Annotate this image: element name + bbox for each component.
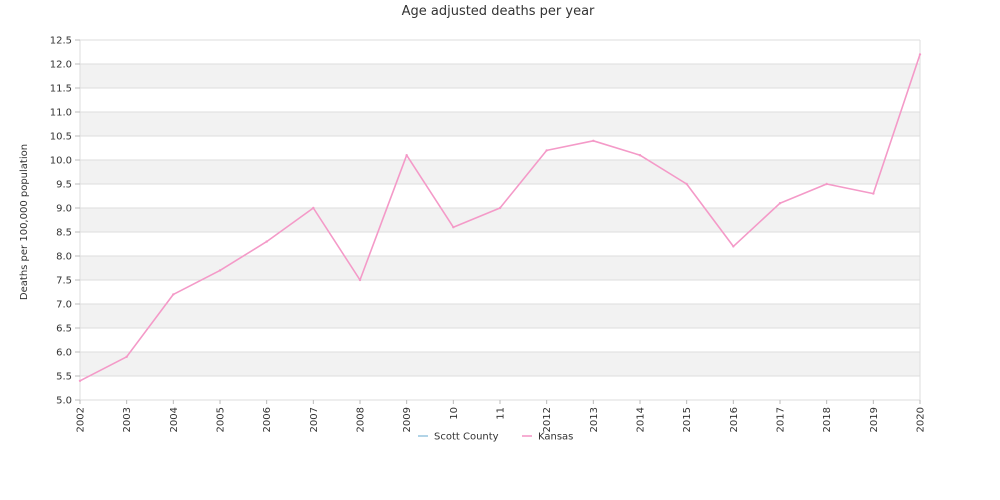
x-tick-label: 2018: [822, 407, 833, 432]
data-point: [825, 182, 828, 186]
x-tick-label: 2015: [682, 407, 693, 432]
y-tick-label: 11.0: [50, 108, 72, 119]
grid-band: [80, 328, 920, 352]
y-tick-label: 7.0: [56, 300, 72, 311]
x-tick-label: 2002: [76, 407, 87, 432]
y-tick-label: 6.5: [56, 324, 72, 335]
x-tick-label: 11: [496, 407, 507, 420]
y-tick-label: 5.0: [56, 396, 72, 407]
data-point: [312, 206, 315, 210]
data-point: [732, 245, 735, 248]
grid-band: [80, 64, 920, 88]
x-tick-label: 2006: [262, 407, 273, 432]
data-point: [78, 379, 82, 382]
legend-label: Kansas: [538, 432, 573, 443]
data-point: [125, 355, 128, 358]
data-point: [592, 139, 595, 142]
data-point: [358, 278, 362, 282]
x-tick-label: 2003: [122, 407, 133, 432]
grid-band: [80, 376, 920, 400]
y-tick-label: 10.0: [50, 156, 72, 167]
x-tick-label: 2013: [589, 407, 600, 432]
grid-band: [80, 208, 920, 232]
data-point: [498, 206, 502, 210]
data-point: [172, 293, 175, 296]
y-tick-label: 8.5: [56, 228, 72, 239]
x-tick-label: 2005: [216, 407, 227, 432]
grid-band: [80, 304, 920, 328]
data-point: [872, 192, 875, 195]
grid-band: [80, 280, 920, 304]
x-tick-label: 2020: [916, 407, 927, 432]
y-tick-label: 8.0: [56, 252, 72, 263]
data-point: [685, 182, 688, 186]
grid-band: [80, 232, 920, 256]
y-tick-label: 7.5: [56, 276, 72, 287]
data-point: [405, 154, 408, 157]
series-lines: [78, 53, 922, 382]
x-tick-label: 2007: [309, 407, 320, 432]
x-tick-label: 2017: [776, 407, 787, 432]
y-axis-ticks: 5.0 5.5 6.0 6.5 7.0 7.5 8.0 8.5 9.0 9.5 10.0 10.5 11…: [50, 36, 80, 407]
x-tick-label: 2009: [402, 407, 413, 432]
grid-band: [80, 352, 920, 376]
x-tick-label: 10: [449, 407, 460, 420]
x-tick-label: 2008: [356, 407, 367, 432]
grid-lines: [79, 39, 921, 401]
x-tick-label: 2014: [636, 407, 647, 432]
data-point: [265, 240, 268, 243]
y-tick-label: 12.5: [50, 36, 72, 47]
data-point: [218, 269, 222, 272]
grid-band: [80, 40, 920, 64]
grid-band: [80, 136, 920, 160]
y-tick-label: 12.0: [50, 60, 72, 71]
data-point: [638, 154, 642, 157]
grid-band: [80, 88, 920, 112]
y-tick-label: 10.5: [50, 132, 72, 143]
y-tick-label: 9.0: [56, 204, 72, 215]
x-tick-label: 2012: [542, 407, 553, 432]
x-axis-ticks: 2002 2003 2004 2005 2006 2007 2008 2009 10 11 2012…: [76, 400, 927, 432]
data-point: [452, 226, 455, 229]
legend-label: Scott County: [434, 432, 499, 443]
grid-band: [80, 256, 920, 280]
y-tick-label: 11.5: [50, 84, 72, 95]
y-tick-label: 6.0: [56, 348, 72, 359]
x-tick-label: 2019: [869, 407, 880, 432]
y-tick-label: 5.5: [56, 372, 72, 383]
chart-title: Age adjusted deaths per year: [402, 4, 595, 19]
data-point: [778, 202, 782, 205]
grid-band: [80, 184, 920, 208]
x-tick-label: 2016: [729, 407, 740, 432]
grid-band: [80, 112, 920, 136]
grid-bands: [80, 40, 920, 400]
data-point: [918, 53, 922, 56]
data-point: [545, 149, 548, 152]
x-tick-label: 2004: [169, 407, 180, 432]
grid-band: [80, 160, 920, 184]
legend: Scott County Kansas: [418, 432, 573, 443]
y-tick-label: 9.5: [56, 180, 72, 191]
y-axis-label: Deaths per 100,000 population: [19, 144, 30, 300]
